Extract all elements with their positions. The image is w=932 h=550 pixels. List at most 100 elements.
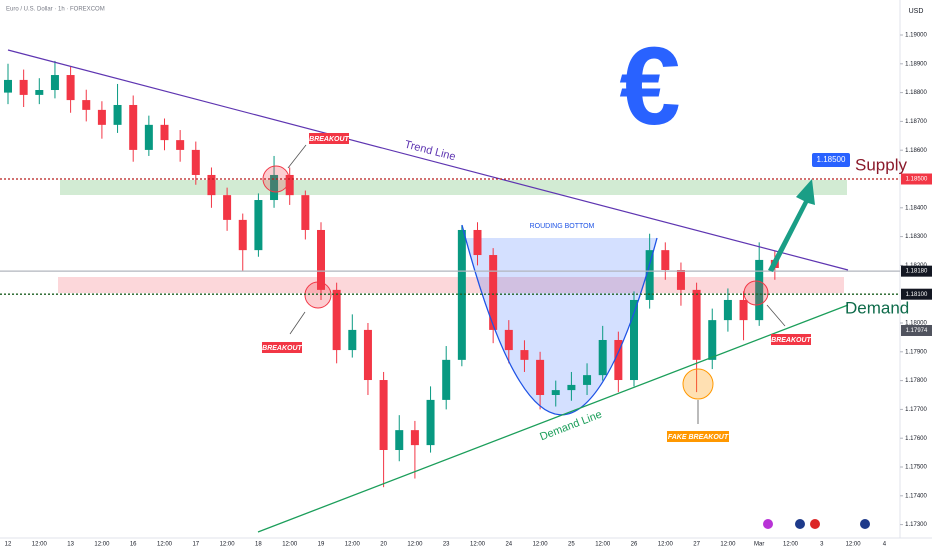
x-tick-label: 12:00 bbox=[345, 542, 361, 548]
candle bbox=[379, 371, 388, 488]
candle bbox=[191, 141, 200, 185]
body bbox=[739, 299, 748, 321]
symbol: Euro / U.S. Dollar · 1h · FOREXCOM bbox=[6, 7, 105, 13]
supply-zone bbox=[60, 180, 847, 195]
body bbox=[410, 430, 419, 446]
candle bbox=[598, 325, 607, 381]
target-box bbox=[812, 153, 850, 167]
candle bbox=[489, 248, 498, 344]
x-tick-label: 19 bbox=[318, 542, 325, 548]
candle bbox=[473, 222, 482, 266]
body bbox=[692, 289, 701, 360]
candle bbox=[223, 187, 232, 231]
price-badge-label: 1.18500 bbox=[906, 177, 928, 183]
y-tick-label: 1.18300 bbox=[905, 234, 927, 240]
target-label: 1.18500 bbox=[817, 155, 846, 164]
body bbox=[223, 195, 232, 220]
axis-icons bbox=[763, 519, 870, 529]
candle bbox=[551, 380, 560, 407]
trend-line bbox=[7, 49, 849, 271]
candle bbox=[176, 130, 185, 162]
candle bbox=[583, 363, 592, 395]
candle bbox=[692, 282, 701, 393]
x-tick-label: Mar bbox=[754, 542, 764, 548]
body bbox=[536, 359, 545, 395]
body bbox=[395, 430, 404, 451]
candle bbox=[238, 213, 247, 272]
x-tick-label: 12 bbox=[5, 542, 12, 548]
x-tick-label: 12:00 bbox=[470, 542, 486, 548]
tag-box bbox=[309, 133, 349, 144]
y-tick-label: 1.19000 bbox=[905, 33, 927, 39]
connector bbox=[289, 311, 306, 335]
connector bbox=[287, 144, 307, 169]
x-tick-label: 3 bbox=[820, 542, 824, 548]
candle bbox=[426, 386, 435, 453]
x-tick-label: 12:00 bbox=[157, 542, 173, 548]
y-tick-label: 1.17800 bbox=[905, 378, 927, 384]
x-tick-label: 12:00 bbox=[595, 542, 611, 548]
y-tick-label: 1.17900 bbox=[905, 349, 927, 355]
breakout-label: BREAKOUT bbox=[262, 345, 302, 352]
body bbox=[4, 79, 12, 93]
candle bbox=[395, 415, 404, 462]
body bbox=[630, 299, 638, 381]
tag-box bbox=[667, 431, 729, 442]
breakout-circle bbox=[743, 280, 769, 306]
x-tick-label: 24 bbox=[505, 542, 512, 548]
x-tick-label: 27 bbox=[693, 542, 700, 548]
candle bbox=[207, 167, 216, 208]
candle bbox=[676, 262, 685, 306]
price-badge bbox=[901, 288, 932, 300]
x-tick-label: 12:00 bbox=[407, 542, 423, 548]
body bbox=[520, 350, 529, 360]
candle bbox=[567, 371, 576, 401]
candle bbox=[739, 291, 748, 341]
body bbox=[35, 90, 44, 95]
x-tick-label: 12:00 bbox=[282, 542, 298, 548]
candle bbox=[82, 89, 91, 122]
body bbox=[661, 250, 670, 271]
x-tick-label: 20 bbox=[380, 542, 387, 548]
y-tick-label: 1.17700 bbox=[905, 407, 927, 413]
candle bbox=[661, 242, 670, 280]
x-tick-label: 12:00 bbox=[846, 542, 862, 548]
body bbox=[504, 329, 513, 351]
y-tick-label: 1.18700 bbox=[905, 119, 927, 125]
body bbox=[97, 109, 106, 125]
y-tick-label: 1.17600 bbox=[905, 436, 927, 442]
body bbox=[254, 200, 263, 251]
candle bbox=[504, 320, 513, 364]
body bbox=[755, 259, 764, 321]
y-tick-label: 1.17500 bbox=[905, 465, 927, 471]
body bbox=[473, 229, 482, 256]
body bbox=[348, 329, 357, 351]
candle bbox=[254, 193, 263, 257]
candle bbox=[285, 167, 294, 205]
x-tick-label: 12:00 bbox=[32, 542, 48, 548]
breakout-circle bbox=[304, 281, 332, 309]
x-tick-label: 12:00 bbox=[783, 542, 799, 548]
rounding-fill bbox=[462, 225, 657, 415]
y-tick-label: 1.18400 bbox=[905, 205, 927, 211]
candle bbox=[160, 118, 169, 151]
body bbox=[82, 100, 91, 110]
candle bbox=[630, 291, 638, 387]
body bbox=[379, 380, 388, 451]
body bbox=[457, 229, 466, 360]
price-badge bbox=[901, 265, 932, 277]
x-tick-label: 26 bbox=[631, 542, 638, 548]
candle bbox=[723, 288, 732, 332]
body bbox=[489, 255, 498, 330]
y-tick-label: 1.18800 bbox=[905, 90, 927, 96]
candle bbox=[536, 351, 545, 410]
price-badge-label: 1.17974 bbox=[906, 328, 928, 334]
x-tick-label: 12:00 bbox=[94, 542, 110, 548]
candle bbox=[457, 225, 466, 367]
x-tick-label: 13 bbox=[67, 542, 74, 548]
body bbox=[363, 329, 372, 381]
tag-box bbox=[262, 342, 302, 353]
breakout-label: BREAKOUT bbox=[771, 337, 811, 344]
